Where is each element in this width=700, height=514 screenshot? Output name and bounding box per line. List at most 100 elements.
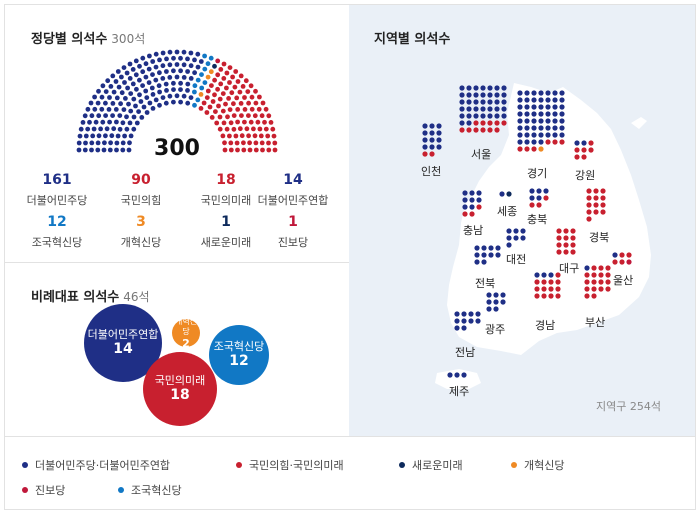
region-seat-dot <box>506 242 512 248</box>
region-seat-dot <box>612 259 618 265</box>
seat-dot <box>227 107 233 112</box>
seat-dot <box>126 101 131 107</box>
seat-dot <box>128 133 134 139</box>
seat-dot <box>181 49 187 55</box>
region-seat-dot <box>469 204 475 210</box>
seat-dot <box>228 120 234 126</box>
region-seat-dot <box>459 85 465 91</box>
region-seat-dot <box>461 311 467 317</box>
legend-label: 진보당 <box>35 484 66 497</box>
seat-dot <box>238 101 244 106</box>
party-name: 국민의힘 <box>120 194 162 207</box>
region-seat-dot <box>555 286 561 292</box>
seat-dot <box>231 126 237 132</box>
region-label: 인천 <box>421 165 442 178</box>
party-seat-count: 3 <box>136 214 146 230</box>
party-seat-count: 14 <box>283 172 303 188</box>
region-seat-dot <box>543 188 549 194</box>
dokdo-strip <box>631 117 647 129</box>
seat-dot <box>222 147 228 153</box>
party-seat-count: 90 <box>131 172 151 188</box>
seat-dot <box>144 95 150 100</box>
seat-dot <box>134 86 139 92</box>
seat-dot <box>195 51 201 57</box>
region-seat-dot <box>598 272 604 278</box>
seat-dot <box>249 94 255 100</box>
party-name: 더불어민주당 <box>26 194 88 207</box>
seat-dot <box>260 100 266 106</box>
region-label: 충남 <box>463 224 484 237</box>
region-seat-dot <box>524 90 530 96</box>
region-dot-layer <box>422 85 632 378</box>
region-seat-dot <box>487 92 493 98</box>
total-seats: 300 <box>154 136 200 161</box>
region-seat-dot <box>474 252 480 258</box>
seat-dot <box>242 107 248 112</box>
region-seat-dot <box>591 272 597 278</box>
region-seat-dot <box>559 97 565 103</box>
region-seat-dot <box>476 204 482 210</box>
seat-dot <box>137 92 142 98</box>
region-seat-dot <box>556 235 562 241</box>
seat-dot <box>95 140 101 146</box>
region-seat-dot <box>480 106 486 112</box>
seat-dot <box>192 83 198 89</box>
region-seat-dot <box>517 111 523 117</box>
seat-dot <box>266 147 272 153</box>
seat-dot <box>163 100 169 106</box>
region-seat-dot <box>494 92 500 98</box>
seat-dot <box>255 119 261 125</box>
seat-dot <box>82 147 88 153</box>
region-seat-dot <box>541 286 547 292</box>
region-label: 광주 <box>485 323 506 336</box>
seat-dot <box>238 73 244 79</box>
party-seat-count: 1 <box>288 214 298 230</box>
region-seat-dot <box>422 151 428 157</box>
region-seat-dot <box>520 235 526 241</box>
seat-dot <box>245 89 251 94</box>
region-seat-dot <box>541 272 547 278</box>
seat-dot <box>205 74 211 80</box>
seat-dot <box>101 147 107 153</box>
seat-dot <box>272 147 278 153</box>
bubble-seat-count: 2 <box>182 336 190 350</box>
seat-dot <box>130 81 136 87</box>
region-seat-dot <box>476 197 482 203</box>
seat-dot <box>235 119 241 125</box>
seat-dot <box>122 133 127 139</box>
seat-dot <box>205 61 211 67</box>
seat-dot <box>185 69 191 74</box>
seat-dot <box>178 68 184 74</box>
region-seat-dot <box>524 139 530 145</box>
seat-dot <box>96 88 101 94</box>
seat-dot <box>178 99 184 105</box>
seat-dot <box>178 55 183 61</box>
region-seat-dot <box>488 245 494 251</box>
seat-dot <box>171 87 176 92</box>
seats-total-subtitle: 300석 <box>111 32 146 46</box>
seat-dot <box>221 61 227 67</box>
legend-label: 더불어민주당·더불어민주연합 <box>35 459 171 472</box>
seat-dot <box>226 96 232 101</box>
seat-dot <box>199 72 204 77</box>
seat-dot <box>222 140 227 146</box>
region-seat-dot <box>517 90 523 96</box>
seat-dot <box>103 133 108 139</box>
region-seat-dot <box>501 113 507 119</box>
region-seat-dot <box>487 106 493 112</box>
seat-dot <box>164 88 169 93</box>
seat-dot <box>140 83 146 88</box>
seat-dot <box>246 133 252 139</box>
region-seat-dot <box>570 235 576 241</box>
seat-dot <box>102 140 107 146</box>
seat-dot <box>198 92 204 97</box>
seat-dot <box>115 69 121 74</box>
region-seat-dot <box>605 265 611 271</box>
region-seat-dot <box>429 123 435 129</box>
region-seat-dot <box>461 372 467 378</box>
region-seat-dot <box>429 151 435 157</box>
region-seat-dot <box>459 99 465 105</box>
region-seat-dot <box>581 154 587 160</box>
seat-dot <box>174 93 180 99</box>
seat-dot <box>213 109 218 114</box>
